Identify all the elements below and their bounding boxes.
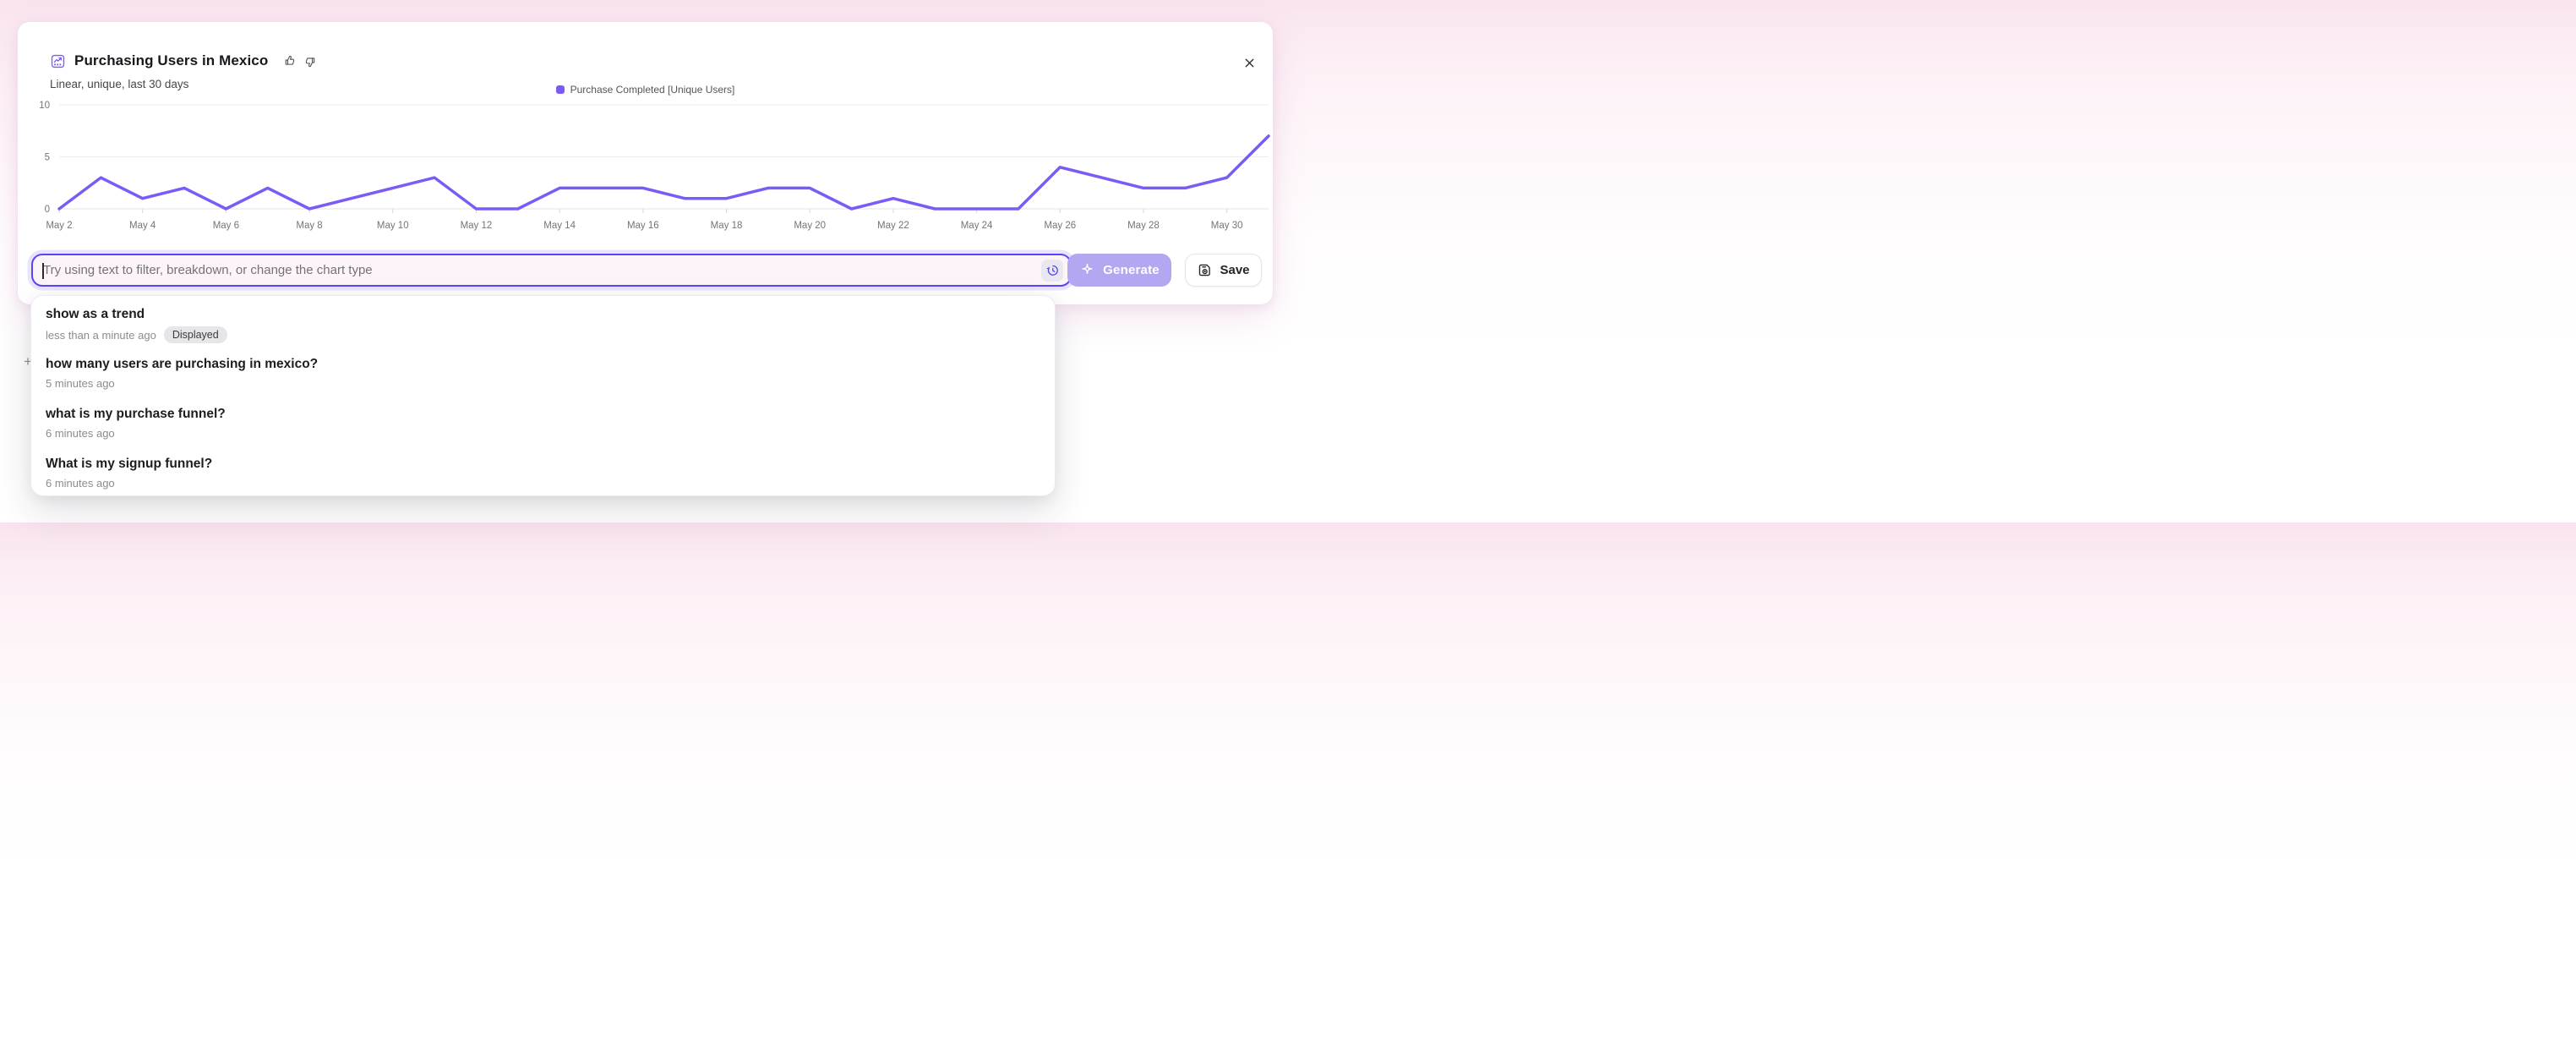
- line-chart: 0 5 10 May 2 May 4 May 6 May 8 May 10 May 12 May …: [39, 101, 1270, 231]
- history-meta: 6 minutes ago: [46, 426, 1040, 440]
- history-list-item[interactable]: show as a trend less than a minute ago D…: [31, 296, 1055, 346]
- svg-text:May 8: May 8: [296, 221, 322, 231]
- history-query: What is my signup funnel?: [46, 457, 213, 471]
- svg-text:May 26: May 26: [1044, 221, 1076, 231]
- svg-text:May 22: May 22: [877, 221, 909, 231]
- insights-chart-icon: [51, 54, 65, 68]
- close-icon[interactable]: [1242, 56, 1257, 70]
- legend-item[interactable]: Purchase Completed [Unique Users]: [555, 84, 735, 96]
- text-caret: [42, 263, 44, 279]
- card-header: Purchasing Users in Mexico: [50, 52, 317, 69]
- svg-text:May 24: May 24: [961, 221, 993, 231]
- page-title: Purchasing Users in Mexico: [74, 52, 269, 68]
- svg-text:0: 0: [45, 205, 50, 215]
- history-query: show as a trend: [46, 307, 145, 321]
- legend-label: Purchase Completed [Unique Users]: [570, 84, 735, 96]
- history-list-item[interactable]: What is my signup funnel? 6 minutes ago: [31, 446, 1055, 495]
- save-button[interactable]: Save: [1185, 254, 1262, 287]
- thumbs-down-icon[interactable]: [303, 56, 317, 69]
- history-button[interactable]: [1041, 259, 1063, 282]
- history-icon: [1046, 265, 1058, 276]
- svg-text:10: 10: [39, 101, 50, 111]
- thumbs-up-icon[interactable]: [283, 54, 297, 68]
- svg-text:May 28: May 28: [1127, 221, 1160, 231]
- chart-subtitle: Linear, unique, last 30 days: [50, 78, 189, 90]
- svg-text:May 18: May 18: [711, 221, 743, 231]
- history-timestamp: less than a minute ago: [46, 328, 156, 342]
- svg-text:May 2: May 2: [46, 221, 72, 231]
- history-list-item[interactable]: how many users are purchasing in mexico?…: [31, 346, 1055, 396]
- history-query: what is my purchase funnel?: [46, 407, 226, 421]
- save-label: Save: [1220, 263, 1250, 277]
- svg-text:May 20: May 20: [794, 221, 826, 231]
- ai-prompt-input[interactable]: [33, 255, 1041, 285]
- svg-text:May 30: May 30: [1211, 221, 1243, 231]
- history-timestamp: 6 minutes ago: [46, 477, 115, 490]
- svg-text:May 4: May 4: [129, 221, 156, 231]
- prompt-history-dropdown: show as a trend less than a minute ago D…: [31, 296, 1055, 495]
- svg-text:May 12: May 12: [461, 221, 493, 231]
- history-timestamp: 5 minutes ago: [46, 377, 115, 390]
- sparkle-icon: [1082, 263, 1093, 274]
- ai-prompt-bar: [31, 254, 1072, 287]
- generate-button[interactable]: Generate: [1067, 254, 1171, 287]
- save-disk-icon: [1199, 264, 1211, 276]
- chart-card: Purchasing Users in Mexico Linear, uniqu…: [18, 22, 1273, 304]
- legend-swatch: [555, 85, 565, 94]
- chart-legend: Purchase Completed [Unique Users]: [18, 84, 1273, 96]
- svg-text:May 14: May 14: [543, 221, 576, 231]
- svg-text:May 6: May 6: [213, 221, 239, 231]
- history-query: how many users are purchasing in mexico?: [46, 357, 319, 371]
- history-meta: less than a minute ago Displayed: [46, 326, 1040, 343]
- history-timestamp: 6 minutes ago: [46, 427, 115, 440]
- svg-text:May 10: May 10: [377, 221, 409, 231]
- status-badge: Displayed: [163, 326, 227, 343]
- history-list-item[interactable]: what is my purchase funnel? 6 minutes ag…: [31, 396, 1055, 446]
- svg-text:5: 5: [45, 153, 50, 163]
- history-meta: 5 minutes ago: [46, 376, 1040, 391]
- svg-text:May 16: May 16: [627, 221, 659, 231]
- background-plus-glyph: +: [24, 353, 32, 369]
- generate-label: Generate: [1103, 263, 1160, 277]
- feedback-buttons: [283, 53, 317, 69]
- history-meta: 6 minutes ago: [46, 476, 1040, 490]
